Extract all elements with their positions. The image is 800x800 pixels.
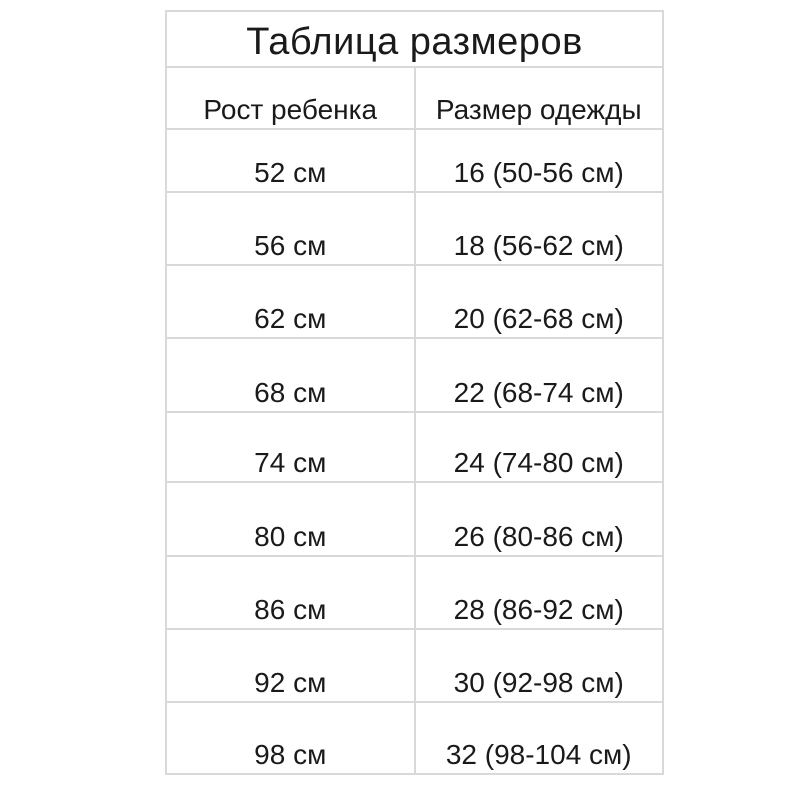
table-row: 98 см 32 (98-104 см)	[167, 701, 662, 773]
table-row: 68 см 22 (68-74 см)	[167, 337, 662, 411]
table-row: 52 см 16 (50-56 см)	[167, 128, 662, 191]
size-table: Таблица размеров Рост ребенка Размер оде…	[165, 10, 664, 775]
height-cell: 52 см	[254, 157, 327, 188]
size-cell: 20 (62-68 см)	[413, 266, 663, 337]
height-cell: 86 см	[254, 594, 327, 625]
size-cell: 32 (98-104 см)	[413, 703, 663, 773]
table-row: 62 см 20 (62-68 см)	[167, 264, 662, 337]
title-row: Таблица размеров	[167, 12, 662, 66]
header-row: Рост ребенка Размер одежды	[167, 66, 662, 128]
height-cell: 62 см	[254, 303, 327, 334]
column-header-height: Рост ребенка	[203, 94, 378, 125]
height-cell: 68 см	[254, 377, 327, 408]
table-row: 92 см 30 (92-98 см)	[167, 628, 662, 701]
size-cell: 24 (74-80 см)	[413, 413, 663, 481]
height-cell: 98 см	[254, 739, 327, 770]
table-row: 86 см 28 (86-92 см)	[167, 555, 662, 628]
height-cell: 80 см	[254, 521, 327, 552]
table-row: 74 см 24 (74-80 см)	[167, 411, 662, 481]
height-cell: 92 см	[254, 667, 327, 698]
table-title: Таблица размеров	[246, 21, 583, 63]
column-header-size: Размер одежды	[413, 68, 663, 128]
table-row: 56 см 18 (56-62 см)	[167, 191, 662, 264]
size-cell: 28 (86-92 см)	[413, 557, 663, 628]
size-cell: 18 (56-62 см)	[413, 193, 663, 264]
size-cell: 26 (80-86 см)	[413, 483, 663, 555]
size-cell: 22 (68-74 см)	[413, 339, 663, 411]
size-cell: 30 (92-98 см)	[413, 630, 663, 701]
height-cell: 56 см	[254, 230, 327, 261]
height-cell: 74 см	[254, 447, 327, 478]
table-row: 80 см 26 (80-86 см)	[167, 481, 662, 555]
size-cell: 16 (50-56 см)	[413, 130, 663, 191]
